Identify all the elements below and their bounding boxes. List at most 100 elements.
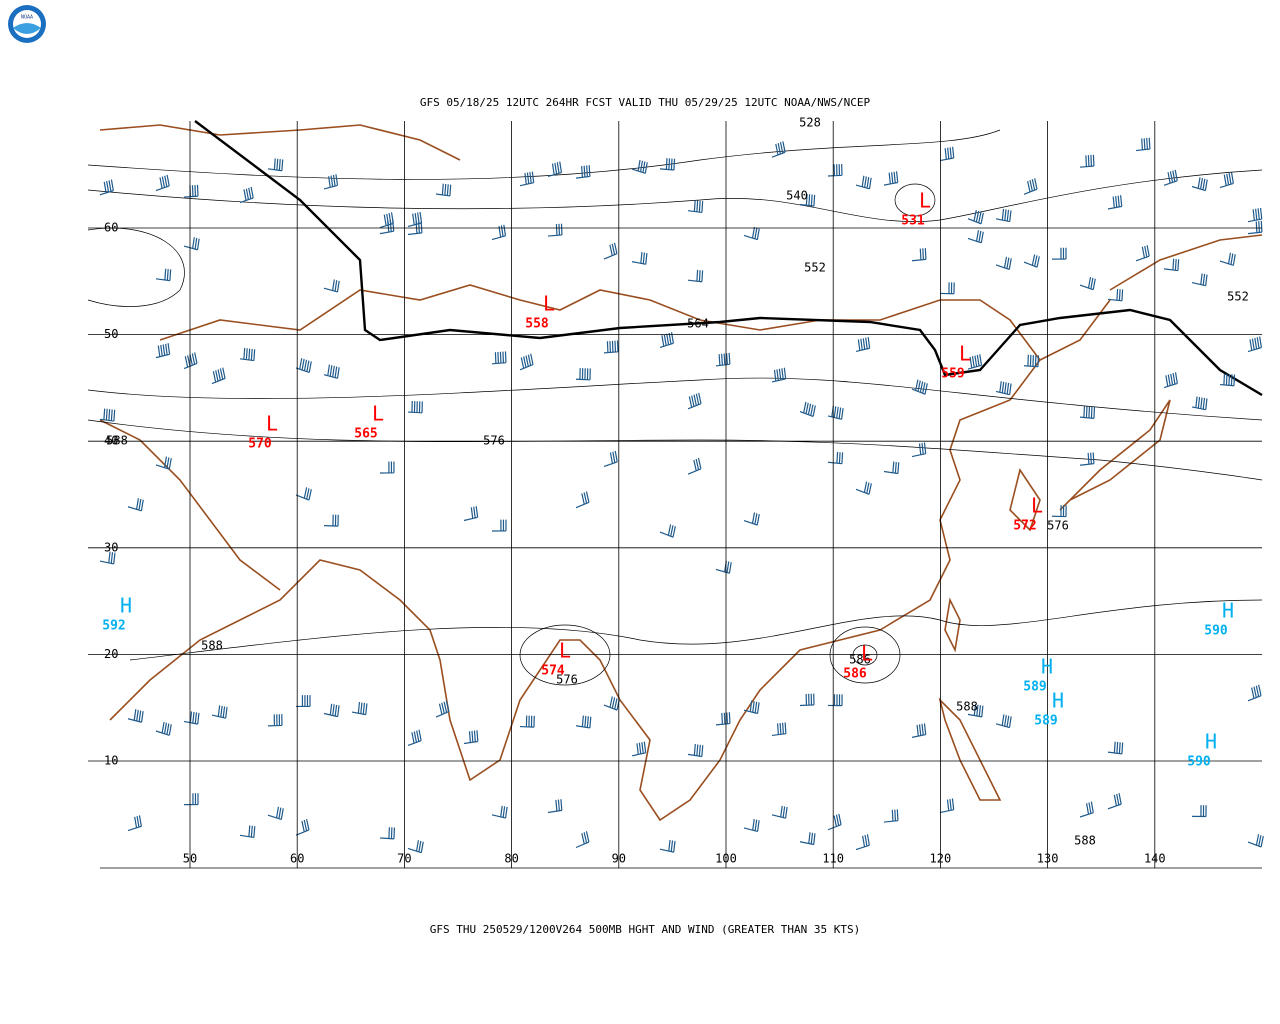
- wind-barb: [659, 839, 676, 853]
- wind-barb: [1219, 373, 1236, 387]
- wind-barb: [407, 840, 424, 854]
- wind-barb: [99, 408, 116, 422]
- wind-barb: [239, 347, 256, 362]
- contour-label: 588: [1074, 834, 1096, 848]
- wind-barb: [575, 491, 590, 509]
- lon-label: 100: [715, 852, 737, 866]
- wind-barb: [1107, 741, 1124, 755]
- height-contour: [829, 626, 901, 684]
- wind-barb: [743, 226, 760, 241]
- wind-barb: [575, 715, 592, 729]
- wind-barb: [827, 813, 842, 831]
- pressure-center-letter: H: [120, 594, 132, 618]
- wind-barb: [547, 223, 563, 237]
- pressure-center-letter: H: [1041, 655, 1053, 679]
- wind-barb: [267, 158, 284, 172]
- wind-barb: [1191, 273, 1208, 287]
- wind-barb: [407, 221, 423, 236]
- lat-label: 10: [104, 754, 118, 768]
- wind-barb: [491, 805, 508, 819]
- height-contour: [87, 169, 1263, 222]
- contour-label: 552: [1227, 290, 1249, 304]
- wind-barb: [1247, 336, 1263, 353]
- height-contour: [87, 227, 185, 307]
- wind-barb: [323, 279, 340, 293]
- height-contour: [87, 377, 1263, 421]
- wind-barb: [883, 171, 899, 186]
- wind-barb: [827, 405, 844, 420]
- wind-barb: [659, 524, 676, 538]
- wind-barb: [1247, 220, 1263, 235]
- height-contour: [87, 129, 1001, 180]
- wind-barb: [575, 831, 590, 849]
- pressure-center-letter: H: [1052, 689, 1064, 713]
- lat-label: 50: [104, 327, 118, 341]
- wind-barb: [295, 695, 311, 708]
- wind-barb: [267, 806, 284, 820]
- map-labels: 60 50 40 30 20 10 50 60 70 80 90 100 110 120 130 140 528…: [102, 116, 1249, 866]
- lon-label: 60: [290, 852, 304, 866]
- wind-barb: [1079, 801, 1094, 818]
- wind-barb: [855, 175, 872, 190]
- wind-barb: [1219, 252, 1236, 266]
- wind-barb: [547, 161, 563, 178]
- wind-barb: [183, 793, 199, 806]
- contour-label: 586: [849, 653, 871, 667]
- wind-barb: [967, 210, 984, 225]
- wind-barb: [715, 352, 731, 367]
- wind-barb: [155, 268, 172, 282]
- wind-barb: [575, 165, 591, 179]
- noaa-logo: NOAA: [8, 5, 46, 43]
- wind-barb: [631, 252, 648, 265]
- wind-barb: [743, 818, 760, 833]
- pressure-center-letter: H: [1222, 599, 1234, 623]
- wind-barb: [1079, 406, 1096, 419]
- coastline: [99, 419, 281, 591]
- wind-barb: [967, 354, 983, 370]
- wind-barb: [407, 400, 423, 414]
- wind-barb: [687, 200, 704, 214]
- wind-barb: [687, 457, 702, 475]
- wind-barb: [939, 798, 955, 814]
- wind-barb: [855, 834, 870, 851]
- lat-label: 60: [104, 221, 118, 235]
- contour-label: 576: [1047, 519, 1069, 533]
- wind-barb: [155, 721, 172, 736]
- wind-barb: [995, 714, 1012, 729]
- wind-barb: [939, 146, 955, 162]
- pressure-center-letter: L: [372, 402, 384, 426]
- coastline: [1009, 399, 1171, 532]
- coastline: [109, 284, 1041, 822]
- wind-barb: [407, 729, 422, 746]
- wind-barb: [1191, 177, 1208, 192]
- height-contour: [129, 599, 1263, 661]
- wind-barb: [435, 183, 452, 197]
- pressure-center-letter: L: [959, 342, 971, 366]
- wind-barb: [603, 340, 619, 354]
- lon-label: 140: [1144, 852, 1166, 866]
- wind-barb: [1107, 288, 1124, 302]
- pressure-center-value: 565: [354, 427, 377, 442]
- map-title: GFS 05/18/25 12UTC 264HR FCST VALID THU …: [420, 96, 871, 109]
- pressure-center-value: 574: [541, 664, 565, 679]
- wind-barb: [631, 159, 648, 174]
- wind-barb: [379, 212, 394, 229]
- wind-barb: [99, 551, 116, 565]
- wind-barb: [855, 337, 871, 353]
- wind-barb: [1135, 245, 1150, 262]
- contour-label: 588: [201, 639, 223, 653]
- map-caption: GFS THU 250529/1200V264 500MB HGHT AND W…: [430, 923, 860, 936]
- wind-barb: [463, 506, 479, 522]
- wind-barb: [547, 799, 563, 814]
- wind-barb: [911, 248, 927, 262]
- wind-barb: [1191, 805, 1207, 818]
- wind-barb: [631, 741, 647, 757]
- pressure-center-letter: L: [266, 412, 278, 436]
- wind-barb: [127, 815, 142, 832]
- contour-label: 588: [956, 700, 978, 714]
- wind-barb: [323, 364, 340, 379]
- wind-barb: [463, 730, 479, 745]
- wind-barb: [155, 343, 171, 359]
- wind-barb: [127, 498, 144, 512]
- pressure-center-letter: L: [559, 639, 571, 663]
